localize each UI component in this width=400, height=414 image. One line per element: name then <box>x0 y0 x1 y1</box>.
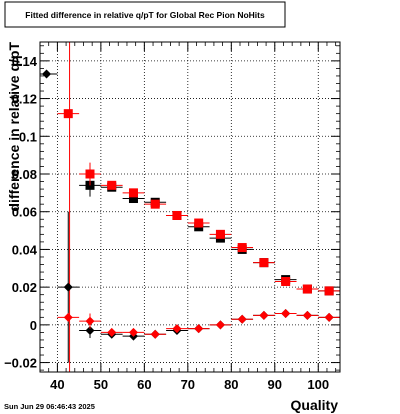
data-point-diamond <box>281 309 291 319</box>
y-tick-label: 0 <box>30 318 37 333</box>
data-point-diamond <box>42 69 52 79</box>
data-point-diamond <box>215 320 225 330</box>
data-point-square <box>128 188 138 198</box>
data-point-diamond <box>128 327 138 337</box>
data-point-square <box>281 276 291 286</box>
chart-title: Fitted difference in relative q/pT for G… <box>25 10 265 20</box>
y-tick-label: 0.04 <box>12 242 38 257</box>
timestamp: Sun Jun 29 06:46:43 2025 <box>4 402 95 411</box>
data-point-diamond <box>63 312 73 322</box>
data-point-diamond <box>302 310 312 320</box>
data-point-diamond <box>259 310 269 320</box>
data-point-square <box>85 169 95 179</box>
data-point-diamond <box>150 329 160 339</box>
plot-frame <box>39 41 341 373</box>
x-axis-label: Quality <box>291 397 339 413</box>
y-axis-label: difference in relative q/pT <box>6 42 22 212</box>
y-tick-label: 0.12 <box>12 92 37 107</box>
data-point-square <box>302 284 312 294</box>
data-point-diamond <box>172 324 182 334</box>
data-point-diamond <box>63 282 73 292</box>
x-tick-label: 50 <box>94 377 108 392</box>
series-2 <box>40 69 340 363</box>
y-tick-labels: −0.02 0 0.02 0.04 0.06 0.08 0.1 0.12 0.14 <box>4 54 38 371</box>
title-box <box>4 1 286 28</box>
data-point-square <box>128 194 138 204</box>
y-tick-label: −0.02 <box>4 356 37 371</box>
data-point-square <box>107 180 117 190</box>
data-point-diamond <box>194 324 204 334</box>
data-point-square <box>150 199 160 209</box>
x-tick-label: 70 <box>181 377 195 392</box>
data-point-diamond <box>324 312 334 322</box>
series-3 <box>57 309 340 339</box>
x-tick-labels: 40 50 60 70 80 90 100 <box>50 377 329 392</box>
data-point-square <box>237 243 247 253</box>
data-points <box>40 69 340 363</box>
x-tick-label: 40 <box>50 377 64 392</box>
y-tick-label: 0.08 <box>12 167 37 182</box>
data-point-diamond <box>107 327 117 337</box>
grid-lines <box>40 42 340 372</box>
y-tick-label: 0.06 <box>12 205 37 220</box>
series-1 <box>57 109 340 296</box>
data-point-square <box>63 109 73 119</box>
data-point-square <box>259 258 269 268</box>
y-tick-label: 0.1 <box>19 129 37 144</box>
data-point-square <box>194 218 204 228</box>
data-point-diamond <box>85 326 95 336</box>
x-tick-label: 80 <box>224 377 238 392</box>
axis-ticks <box>40 42 340 372</box>
data-point-square <box>215 229 225 239</box>
y-tick-label: 0.14 <box>12 54 38 69</box>
y-tick-label: 0.02 <box>12 280 37 295</box>
x-tick-label: 100 <box>307 377 329 392</box>
data-point-diamond <box>85 316 95 326</box>
x-tick-label: 90 <box>268 377 282 392</box>
data-point-square <box>172 210 182 220</box>
x-tick-label: 60 <box>137 377 151 392</box>
data-point-square <box>324 286 334 296</box>
data-point-diamond <box>237 314 247 324</box>
